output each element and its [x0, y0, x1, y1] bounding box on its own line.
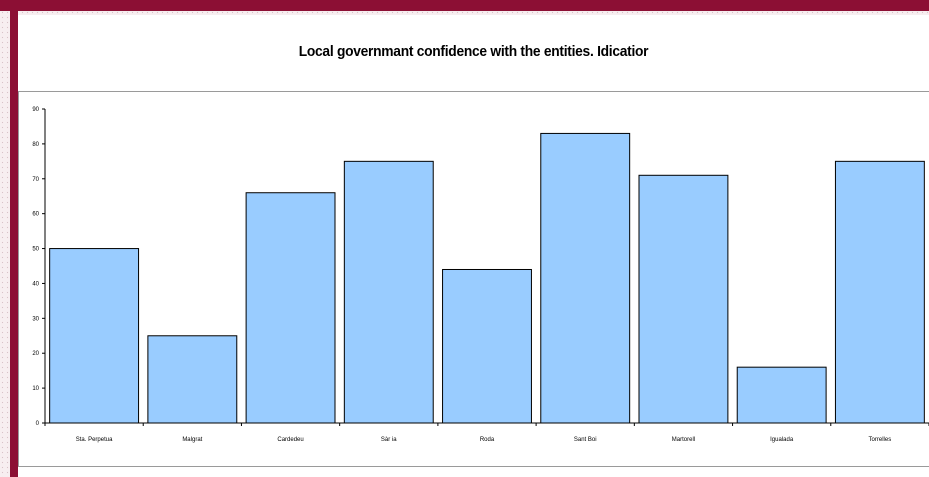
chart-title: Local governmant confidence with the ent… [298, 43, 649, 60]
y-tick-label: 0 [36, 421, 40, 427]
x-tick-label: Malgrat [182, 437, 202, 443]
bar [49, 248, 140, 424]
y-tick-label: 10 [32, 386, 39, 392]
bar [343, 160, 434, 424]
bar [638, 174, 729, 424]
y-axis: 0 10 20 30 40 50 60 70 80 90 [32, 107, 46, 427]
bar [834, 160, 925, 424]
left-border-bar [10, 11, 18, 477]
x-tick-label: Torrelles [869, 437, 892, 443]
y-tick-label: 40 [32, 281, 39, 287]
y-tick-label: 90 [32, 107, 39, 113]
y-tick-label: 70 [32, 177, 39, 183]
bar [245, 192, 336, 424]
x-axis: Sta. Perpetua Malgrat Cardedeu Sàr ia Roda Sa… [44, 422, 929, 443]
top-border-bar [0, 0, 929, 11]
x-tick-label: Martorell [672, 437, 695, 443]
y-tick-label: 60 [32, 212, 39, 218]
x-tick-label: Sta. Perpetua [76, 437, 113, 443]
x-tick-label: Roda [480, 437, 495, 443]
bar [540, 132, 631, 424]
x-tick-label: Sàr ia [381, 437, 397, 443]
x-tick-label: Cardedeu [277, 437, 303, 443]
x-tick-label: Igualada [770, 437, 794, 443]
y-tick-label: 80 [32, 142, 39, 148]
bar [147, 335, 238, 424]
bar [736, 366, 827, 424]
x-tick-label: Sant Boi [574, 437, 597, 443]
plot-frame [18, 91, 929, 467]
y-tick-label: 30 [32, 316, 39, 322]
y-tick-label: 50 [32, 247, 39, 253]
y-tick-label: 20 [32, 351, 39, 357]
bar [442, 268, 532, 424]
bars [49, 132, 925, 424]
